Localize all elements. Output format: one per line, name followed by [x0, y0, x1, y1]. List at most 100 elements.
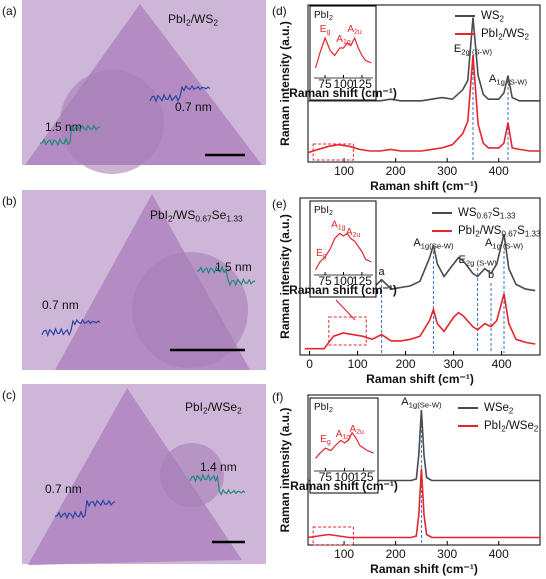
panel-label: (e)	[272, 197, 287, 211]
panel-label: (c)	[2, 388, 16, 402]
x-tick-label: 200	[386, 164, 406, 178]
label: b	[488, 269, 494, 281]
label: WS2	[481, 10, 505, 24]
text-part: b	[488, 269, 494, 281]
x-tick-label: 100	[334, 164, 354, 178]
panel-label: (f)	[272, 390, 283, 404]
inset-tick-label: 75	[318, 274, 332, 288]
text-part: E	[316, 248, 323, 259]
y-axis-title: Raman intensity (a.u.)	[278, 21, 292, 146]
text-part: A	[349, 423, 356, 434]
subscript: 1.33	[500, 212, 516, 221]
text-part: /WS	[503, 28, 525, 40]
subscript: 2	[203, 406, 208, 416]
label: PbI2	[314, 10, 333, 22]
text-part: A	[336, 34, 343, 45]
flake-region	[132, 252, 248, 368]
subscript: 2g (S-W)	[461, 47, 492, 56]
label: PbI2/WSe2	[185, 400, 242, 416]
text-part: PbI	[185, 400, 203, 414]
subscript: g	[323, 253, 327, 260]
subscript: 2g (S-W)	[466, 258, 497, 267]
x-tick-label: 200	[386, 547, 406, 561]
x-tick-label: 200	[396, 357, 416, 371]
subscript: 1.33	[226, 214, 243, 224]
text-part: /WS	[173, 208, 196, 222]
text-part: A	[489, 73, 497, 85]
step-height: 0.7 nm	[45, 482, 82, 496]
inset-spectrum	[315, 431, 374, 459]
text-part: a	[379, 266, 386, 278]
subscript: 2	[509, 407, 514, 416]
x-tick-label: 100	[334, 547, 354, 561]
subscript: 2	[168, 214, 173, 224]
label: PbI2/WS0.67S1.33	[458, 225, 541, 239]
step-height: 0.7 nm	[42, 298, 79, 312]
inset-frame	[309, 397, 379, 494]
panel-label: (d)	[272, 4, 287, 18]
text-part: PbI	[314, 10, 329, 21]
label: E2g (S-W)	[454, 43, 493, 56]
label: A1g(Se-W)	[401, 396, 442, 409]
text-part: A	[485, 237, 493, 249]
zoom-region	[328, 316, 367, 346]
flake-region	[60, 70, 164, 174]
subscript: 1g	[343, 39, 351, 46]
x-tick-label: 400	[489, 547, 509, 561]
spectrum-line	[308, 17, 540, 102]
label: Eg	[320, 24, 331, 36]
text-part: /WSe	[208, 400, 238, 414]
spectrum-line	[307, 55, 540, 154]
height-profile	[189, 473, 246, 496]
inset-tick-label: 75	[318, 77, 332, 91]
text-part: PbI	[150, 208, 168, 222]
subscript: 2u	[353, 232, 361, 239]
text-part: PbI	[458, 225, 475, 237]
inset-axis-title: Raman shift (cm⁻¹)	[290, 479, 398, 493]
x-tick-label: 300	[437, 164, 457, 178]
text-part: /WS	[480, 225, 502, 237]
flake-region	[160, 443, 224, 507]
label: A1g	[331, 219, 346, 231]
subscript: 2	[329, 15, 333, 22]
inset-spectrum	[314, 36, 372, 69]
subscript: 1g(Se-W)	[421, 241, 454, 250]
x-axis-title: Raman shift (cm⁻¹)	[370, 562, 478, 576]
x-tick-label: 0	[306, 357, 313, 371]
x-tick-label: 400	[489, 164, 509, 178]
flake	[28, 388, 242, 565]
text-part: E	[320, 24, 327, 35]
text-part: Se	[212, 208, 227, 222]
panel-label: (b)	[2, 194, 17, 208]
inset-tick-label: 125	[352, 77, 372, 91]
label: A2u	[346, 227, 361, 239]
x-tick-label: 100	[348, 357, 368, 371]
text-part: A	[413, 237, 421, 249]
label: PbI2/WSe2	[484, 420, 539, 434]
inset-tick-label: 125	[354, 470, 374, 484]
subscript: 2	[498, 33, 503, 42]
text-part: PbI	[168, 12, 186, 26]
inset-frame	[309, 5, 377, 101]
x-axis-title: Raman shift (cm⁻¹)	[370, 179, 478, 193]
label: A1g	[336, 429, 351, 441]
label: PbI2	[314, 205, 333, 217]
label: E2g (S-W)	[459, 254, 498, 267]
text-part: PbI	[314, 402, 329, 413]
label: WS0.67S1.33	[458, 207, 516, 221]
inset-tick-label: 125	[352, 274, 372, 288]
text-part: A	[347, 24, 354, 35]
subscript: 0.67	[501, 230, 517, 239]
step-height: 1.4 nm	[200, 460, 237, 474]
label: A1g (S-W)	[485, 237, 524, 250]
label: WSe2	[484, 402, 514, 416]
subscript: 2	[501, 425, 506, 434]
text-part: /WS	[191, 12, 214, 26]
panel-label: (a)	[2, 4, 17, 18]
label: A1g	[336, 34, 351, 46]
x-tick-label: 300	[444, 357, 464, 371]
height-profile	[149, 84, 211, 103]
label: Eg	[316, 248, 327, 260]
inset-axis-title: Raman shift (cm⁻¹)	[289, 283, 397, 297]
